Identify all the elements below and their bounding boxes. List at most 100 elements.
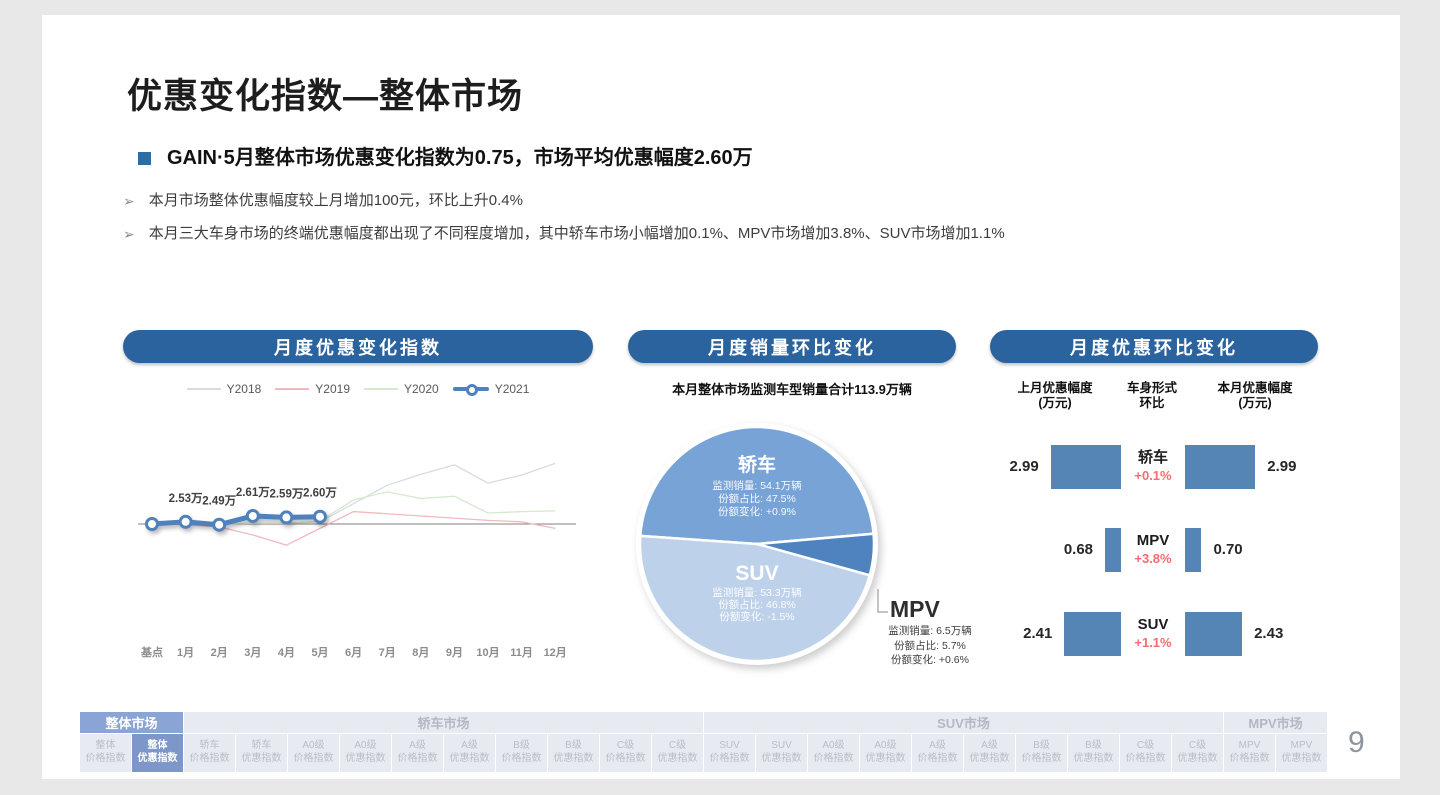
header-line: (万元) (1038, 396, 1072, 410)
legend-label: Y2020 (404, 382, 439, 396)
key-point-text: GAIN·5月整体市场优惠变化指数为0.75，市场平均优惠幅度2.60万 (167, 147, 753, 169)
nav-group-row: 整体市场 轿车市场 SUV市场 MPV市场 (80, 712, 1328, 733)
nav-tab-6-A级价格指数[interactable]: A级 价格指数 (392, 734, 444, 772)
nav-group-SUV市场[interactable]: SUV市场 (704, 712, 1224, 733)
nav-tab-23-MPV优惠指数[interactable]: MPV 优惠指数 (1276, 734, 1328, 772)
svg-text:2.53万: 2.53万 (169, 492, 203, 505)
last-value-mpv: 0.68 (1063, 541, 1094, 558)
nav-tab-3-轿车优惠指数[interactable]: 轿车 优惠指数 (236, 734, 288, 772)
nav-tab-19-B级优惠指数[interactable]: B级 优惠指数 (1068, 734, 1120, 772)
legend-item-y2021: Y2021 (452, 382, 529, 396)
panel-title-sales-change: 月度销量环比变化 (628, 330, 956, 363)
category-label-mpv: MPV +3.8% (1121, 531, 1185, 567)
svg-text:监测销量: 54.1万辆: 监测销量: 54.1万辆 (712, 479, 801, 492)
category-change: +0.1% (1134, 468, 1172, 483)
mpv-detail-line: 监测销量: 6.5万辆 (888, 625, 972, 637)
line-chart-legend: Y2018 Y2019 Y2020 Y2021 (123, 382, 593, 396)
svg-text:9月: 9月 (446, 646, 463, 659)
svg-text:5月: 5月 (311, 646, 328, 659)
svg-text:7月: 7月 (379, 646, 396, 659)
nav-tab-row: 整体 价格指数 整体 优惠指数 轿车 价格指数 轿车 优惠指数 A0级 价格指数 A0级 优惠指数 A级… (80, 734, 1328, 772)
header-line: 环比 (1139, 396, 1165, 410)
nav-group-整体市场[interactable]: 整体市场 (80, 712, 184, 733)
bullet-square-icon (138, 152, 151, 165)
nav-tab-14-A0级价格指数[interactable]: A0级 价格指数 (808, 734, 860, 772)
mpv-detail-line: 份额占比: 5.7% (894, 639, 966, 652)
nav-tab-15-A0级优惠指数[interactable]: A0级 优惠指数 (860, 734, 912, 772)
nav-tab-13-SUV优惠指数[interactable]: SUV 优惠指数 (756, 734, 808, 772)
pie-slice-suv (638, 534, 871, 663)
svg-text:份额变化: +0.9%: 份额变化: +0.9% (718, 505, 796, 518)
category-name: 轿车 (1137, 449, 1168, 466)
svg-text:2.49万: 2.49万 (202, 495, 236, 508)
current-value-mpv: 0.70 (1213, 541, 1243, 558)
svg-text:份额变化: -1.5%: 份额变化: -1.5% (719, 610, 794, 623)
category-label-轿车: 轿车 +0.1% (1121, 448, 1185, 484)
momentum-col-header-2: 本月优惠幅度 (万元) (1193, 381, 1317, 411)
legend-line-swatch (364, 388, 398, 390)
legend-marker-dot (465, 384, 478, 396)
nav-tab-9-B级优惠指数[interactable]: B级 优惠指数 (548, 734, 600, 772)
nav-tab-7-A级优惠指数[interactable]: A级 优惠指数 (444, 734, 496, 772)
svg-text:份额占比: 47.5%: 份额占比: 47.5% (718, 492, 796, 505)
last-bar-轿车 (1050, 445, 1121, 489)
nav-tab-8-B级价格指数[interactable]: B级 价格指数 (496, 734, 548, 772)
current-value-轿车: 2.99 (1267, 458, 1297, 475)
mpv-detail-line: 份额变化: +0.6% (891, 654, 969, 666)
bullet-text: 本月市场整体优惠幅度较上月增加100元，环比上升0.4% (148, 192, 523, 209)
nav-tab-4-A0级价格指数[interactable]: A0级 价格指数 (288, 734, 340, 772)
pie-callout-mpv-label: MPV (890, 596, 940, 622)
current-bar-mpv (1185, 528, 1202, 572)
legend-label: Y2019 (315, 382, 350, 396)
pie-chart-subtitle: 本月整体市场监测车型销量合计113.9万辆 (672, 382, 912, 397)
nav-tab-22-MPV价格指数[interactable]: MPV 价格指数 (1224, 734, 1276, 772)
nav-tab-0-整体价格指数[interactable]: 整体 价格指数 (80, 734, 132, 772)
bottom-nav: 整体市场 轿车市场 SUV市场 MPV市场 整体 价格指数 整体 优惠指数 轿车 价格指数 轿车优… (80, 712, 1328, 772)
last-bar-suv (1064, 612, 1121, 656)
header-line: 本月优惠幅度 (1217, 381, 1293, 395)
nav-group-MPV市场[interactable]: MPV市场 (1224, 712, 1328, 733)
nav-tab-21-C级优惠指数[interactable]: C级 优惠指数 (1172, 734, 1224, 772)
pie-slice-轿车 (639, 425, 875, 546)
panel-title-discount-index: 月度优惠变化指数 (123, 330, 593, 363)
legend-line-swatch (275, 388, 310, 390)
svg-text:11月: 11月 (510, 646, 533, 659)
nav-tab-20-C级价格指数[interactable]: C级 价格指数 (1120, 734, 1172, 772)
svg-text:10月: 10月 (476, 646, 499, 659)
nav-tab-12-SUV价格指数[interactable]: SUV 价格指数 (704, 734, 756, 772)
svg-text:2.60万: 2.60万 (303, 487, 337, 500)
nav-tab-17-A级优惠指数[interactable]: A级 优惠指数 (964, 734, 1016, 772)
category-label-suv: SUV +1.1% (1121, 615, 1185, 651)
nav-tab-18-B级价格指数[interactable]: B级 价格指数 (1016, 734, 1068, 772)
nav-group-轿车市场[interactable]: 轿车市场 (184, 712, 704, 733)
category-change: +3.8% (1134, 551, 1172, 566)
svg-text:监测销量: 53.3万辆: 监测销量: 53.3万辆 (712, 586, 801, 599)
header-line: (万元) (1238, 396, 1272, 410)
svg-text:SUV: SUV (735, 562, 778, 585)
nav-tab-10-C级价格指数[interactable]: C级 价格指数 (600, 734, 652, 772)
svg-text:1月: 1月 (177, 646, 194, 659)
legend-item-y2020: Y2020 (364, 382, 439, 396)
momentum-col-header-0: 上月优惠幅度 (万元) (993, 381, 1117, 411)
legend-line-marker-swatch (452, 384, 489, 396)
legend-line-swatch (186, 388, 221, 390)
last-value-suv: 2.41 (1023, 625, 1053, 642)
last-bar-mpv (1105, 528, 1121, 572)
bullet-list: ➢ 本月市场整体优惠幅度较上月增加100元，环比上升0.4% ➢ 本月三大车身市场的终… (123, 190, 1323, 256)
page-title: 优惠变化指数—整体市场 (127, 77, 524, 116)
nav-tab-16-A级价格指数[interactable]: A级 价格指数 (912, 734, 964, 772)
legend-item-y2018: Y2018 (186, 382, 261, 396)
nav-tab-2-轿车价格指数[interactable]: 轿车 价格指数 (184, 734, 236, 772)
nav-tab-5-A0级优惠指数[interactable]: A0级 优惠指数 (340, 734, 392, 772)
last-value-轿车: 2.99 (1009, 458, 1039, 475)
svg-text:2月: 2月 (211, 646, 228, 659)
category-name: SUV (1137, 616, 1169, 633)
svg-text:6月: 6月 (345, 646, 362, 659)
bullet-item: ➢ 本月市场整体优惠幅度较上月增加100元，环比上升0.4% (123, 190, 1323, 212)
bullet-item: ➢ 本月三大车身市场的终端优惠幅度都出现了不同程度增加，其中轿车市场小幅增加0.1… (123, 223, 1323, 245)
nav-tab-11-C级优惠指数[interactable]: C级 优惠指数 (652, 734, 704, 772)
nav-tab-1-整体优惠指数[interactable]: 整体 优惠指数 (132, 734, 184, 772)
